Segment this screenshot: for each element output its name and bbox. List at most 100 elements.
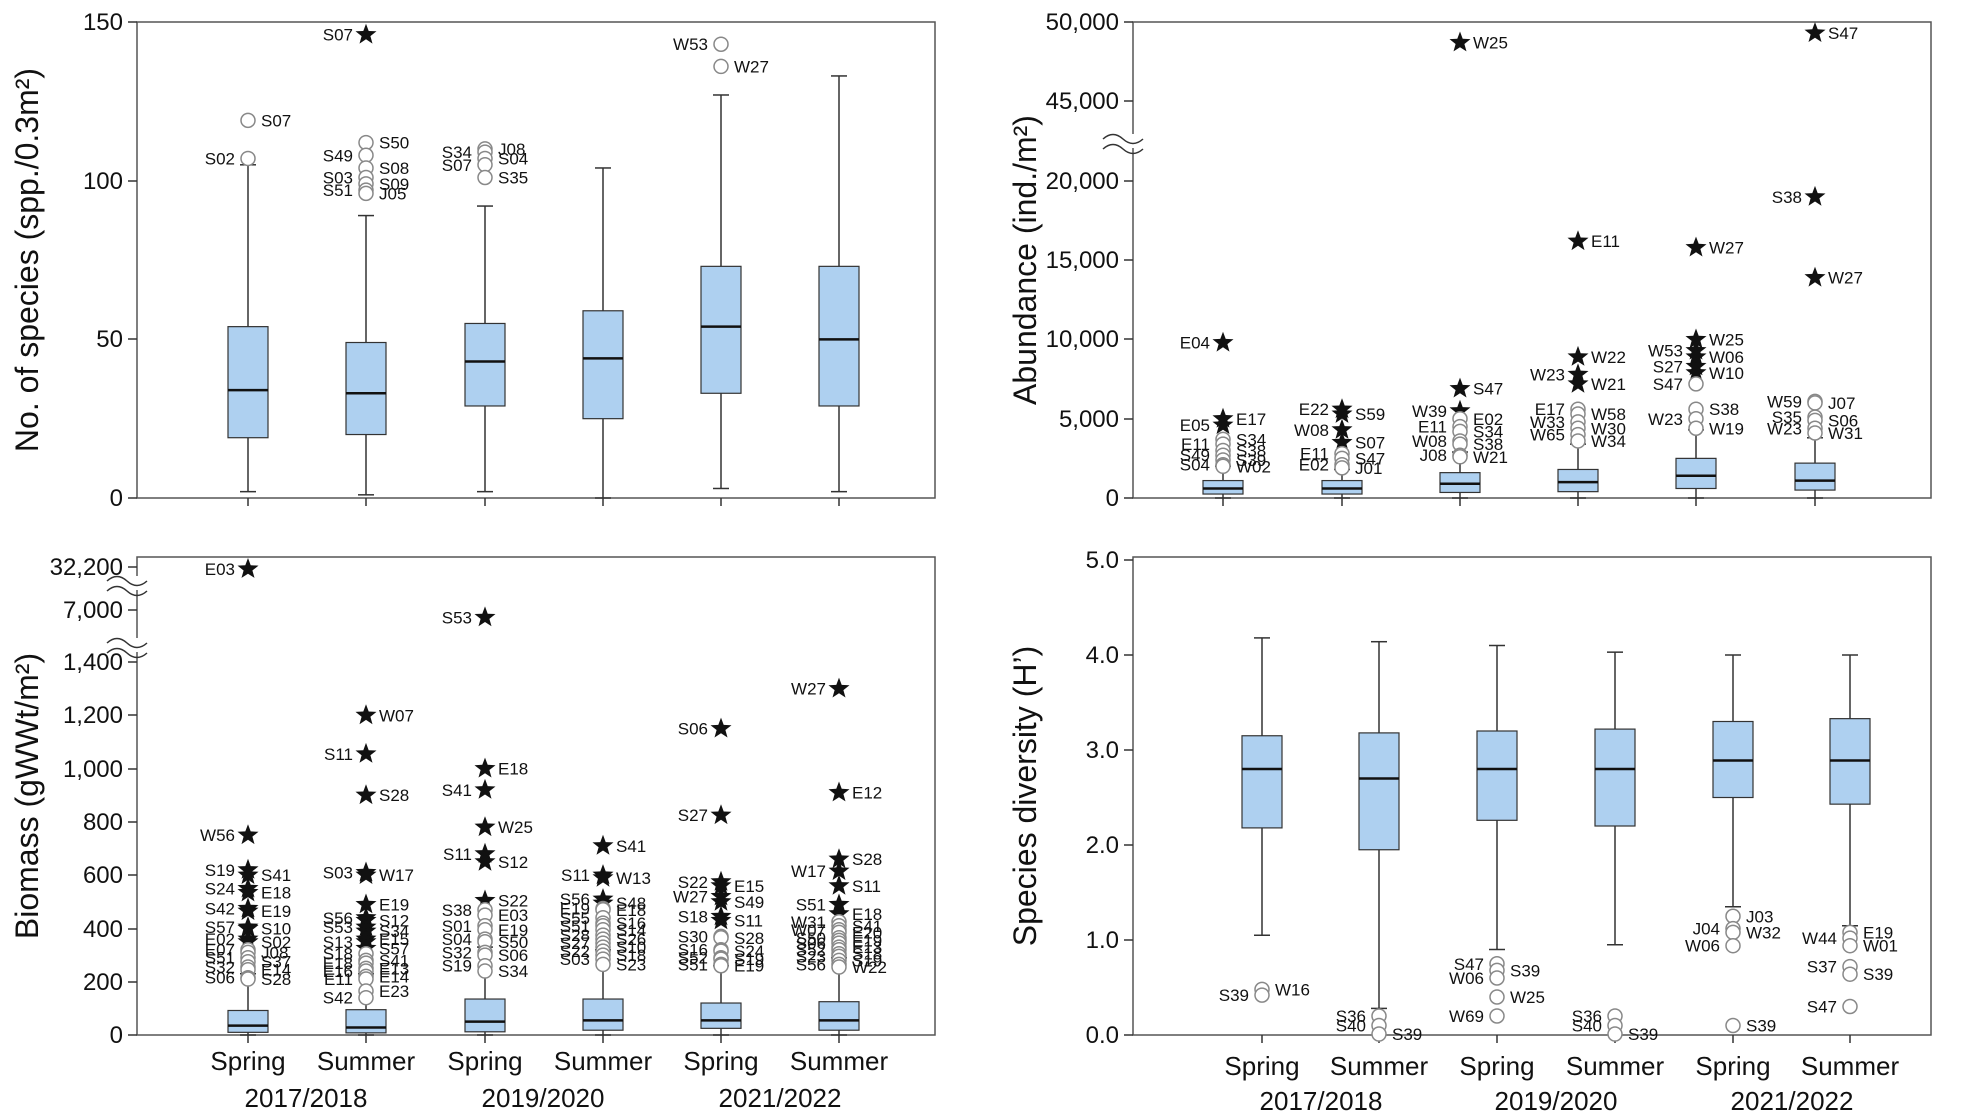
extreme-outlier-star [474,850,496,871]
outlier-circle [477,963,493,979]
extreme-outlier-star [474,606,496,627]
iqr-box [1794,462,1836,491]
outlier-label: S23 [796,947,826,966]
extreme-outlier-star [1804,266,1826,287]
outlier-label: W65 [1530,426,1565,445]
outlier-label: E13 [852,938,882,957]
y-tick-label: 600 [83,862,123,889]
outlier-circle [1725,937,1741,954]
box-2 [1358,640,1400,1010]
outlier-label: S57 [205,918,235,937]
outlier-label: S10 [261,919,291,938]
y-tick-label: 100 [83,168,123,195]
y-tick-label: 0.0 [1086,1022,1119,1049]
outlier-label: S39 [1392,1025,1422,1044]
y-tick-label: 3.0 [1086,737,1119,764]
outlier-circle [358,989,374,1006]
outlier-label: S06 [678,720,708,739]
outlier-label: W23 [1767,419,1802,438]
box-3 [1439,451,1481,499]
outlier-label: E11 [1418,418,1447,437]
outlier-label: S27 [678,806,708,825]
outlier-label: S22 [678,873,708,892]
outlier-label: S19 [442,957,472,976]
category-label: Spring [1224,1051,1299,1081]
box-5 [700,964,742,1036]
box-4 [582,167,624,499]
outlier-circle [240,112,256,129]
box-1 [1241,637,1283,936]
outlier-label: W10 [1709,364,1744,383]
iqr-box [700,1002,742,1029]
y-tick-label: 200 [83,969,123,996]
outlier-circle [713,36,729,52]
y-tick-label: 1.0 [1086,927,1119,954]
outlier-label: S24 [205,879,235,898]
outlier-label: S04 [1180,456,1210,475]
outlier-label: S38 [1772,188,1802,207]
outlier-label: W02 [1236,457,1271,476]
outlier-label: W13 [616,869,651,888]
outlier-label: S47 [1828,24,1858,43]
outlier-label: S28 [379,786,409,805]
outlier-label: S55 [560,909,590,928]
extreme-outlier-star [1449,399,1471,420]
outlier-label: S52 [678,949,708,968]
outlier-label: S28 [560,926,590,945]
box-4 [582,948,624,1036]
extreme-outlier-star [355,893,377,914]
outlier-label: S56 [796,955,826,974]
extreme-outlier-star [1685,328,1707,349]
outlier-label: S04 [498,149,528,168]
outlier-label: J01 [1355,459,1382,478]
iqr-box [345,1009,387,1034]
outlier-label: S18 [678,907,708,926]
year-label: 2017/2018 [245,1083,368,1113]
outlier-label: S36 [1336,1007,1366,1026]
outlier-label: S37 [261,953,291,972]
extreme-outlier-star [237,558,259,578]
outlier-label: W01 [1863,937,1898,956]
outlier-label: W27 [673,887,708,906]
outlier-label: E05 [1180,416,1210,435]
iqr-box [818,1001,860,1031]
outlier-label: E02 [205,930,235,949]
extreme-outlier-star [1212,414,1234,434]
category-label: Summer [1566,1051,1665,1081]
category-label: Spring [1459,1051,1534,1081]
extreme-outlier-star [828,874,850,895]
iqr-box [1476,730,1518,821]
outlier-label: E19 [560,899,590,918]
outlier-label: W06 [1685,937,1720,956]
iqr-box [582,310,624,420]
outlier-label: S27 [560,934,590,953]
box-5 [1712,654,1754,908]
outlier-label: S12 [379,911,409,930]
outlier-label: E11 [1300,445,1329,464]
outlier-circle [477,169,493,186]
y-tick-label: 800 [83,809,123,836]
iqr-box [227,1009,269,1033]
outlier-label: S39 [1863,965,1893,984]
outlier-circle [1254,987,1270,1003]
outlier-label: W27 [1709,239,1744,258]
outlier-label: S50 [498,933,528,952]
outlier-label: S34 [1236,430,1266,449]
extreme-outlier-star [355,864,377,884]
outlier-label: S01 [442,917,472,936]
outlier-label: S07 [442,156,472,175]
category-label: Summer [554,1046,653,1076]
outlier-label: S59 [1355,405,1385,424]
y-tick-label: 0 [110,485,123,512]
extreme-outlier-star [1685,361,1707,382]
outlier-label: S52 [796,941,826,960]
outlier-circle [358,185,374,202]
iqr-box [582,998,624,1031]
outlier-label: S47 [1355,449,1385,468]
outlier-label: S34 [379,922,409,941]
outlier-label: E07 [205,941,235,960]
year-label: 2021/2022 [719,1083,842,1113]
y-tick-label: 0 [1106,485,1119,512]
outlier-label: E17 [1236,410,1266,429]
outlier-label: W23 [1530,365,1565,384]
